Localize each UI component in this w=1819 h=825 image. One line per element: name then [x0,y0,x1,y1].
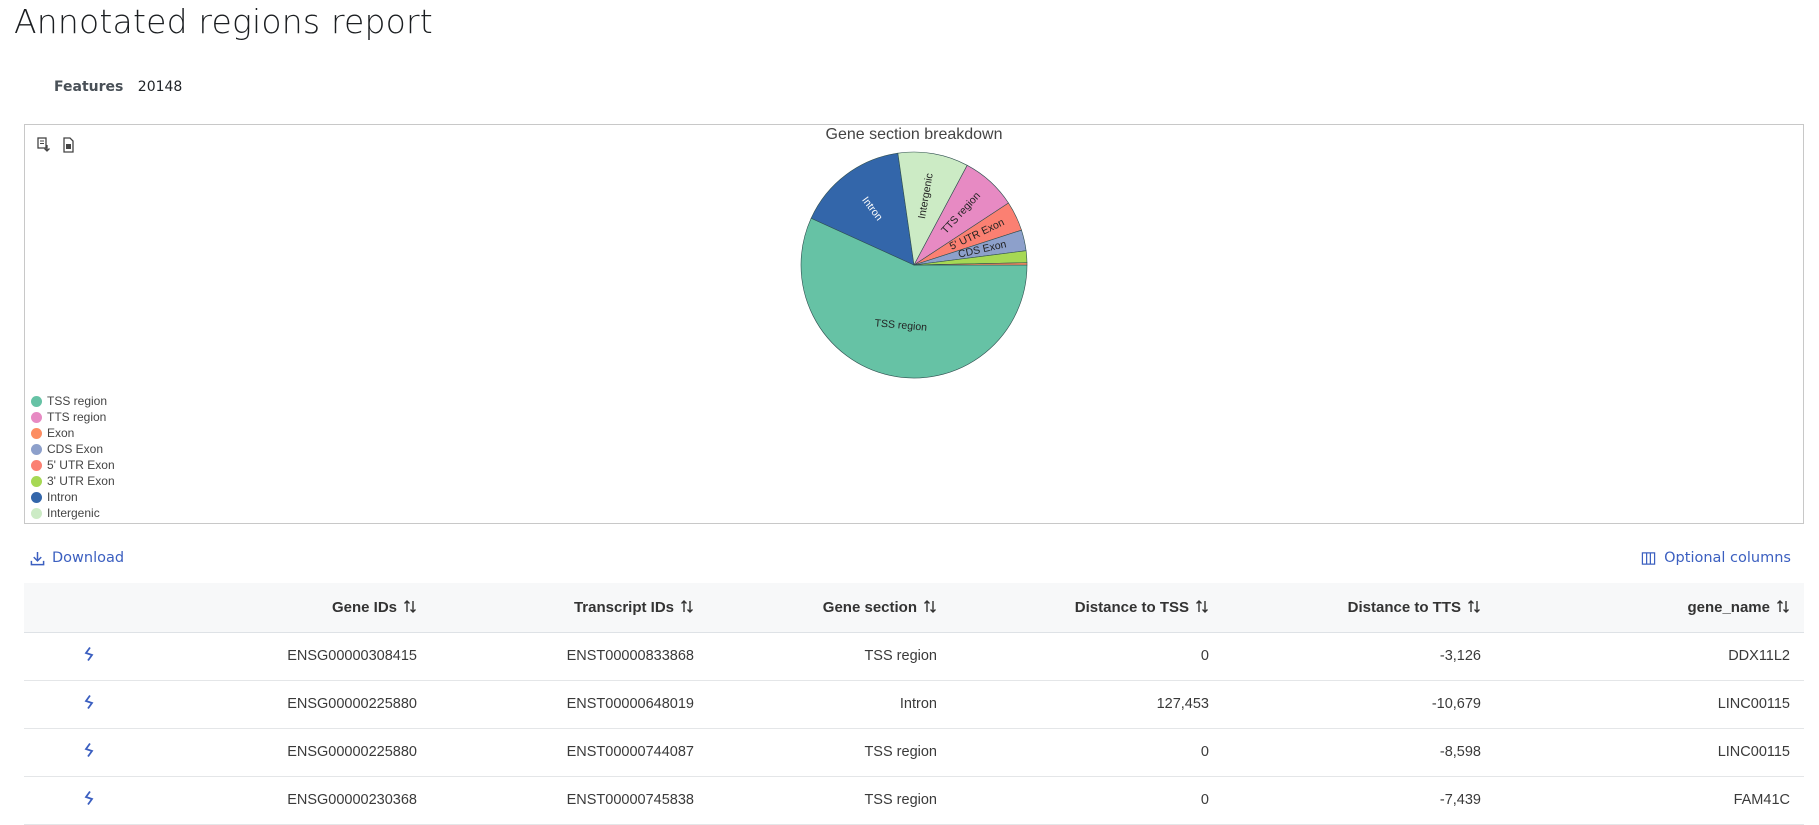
pie-slice-intron[interactable] [810,152,915,266]
download-data-icon[interactable] [37,137,51,153]
legend-item[interactable]: Intron [31,489,115,505]
legend-label: CDS Exon [47,442,104,456]
cell-gene-id: ENSG00000230368 [287,792,417,808]
table-row[interactable]: ENSG00000225880 ENST00000648019 Intron 1… [24,680,1804,728]
legend-label: Intergenic [47,506,100,520]
legend-label: 5' UTR Exon [47,458,115,472]
table-header-row: Gene IDs Transcript IDs Gene section Dis… [24,583,1804,632]
genome-browser-icon[interactable] [81,694,97,710]
legend-item[interactable]: 3' UTR Exon [31,473,115,489]
cell-distance-tts: -3,126 [1439,648,1481,664]
row-action-cell [24,776,154,824]
genome-browser-icon[interactable] [81,646,97,662]
cell-gene-id: ENSG00000308415 [287,648,417,664]
row-action-cell [24,728,154,776]
sort-icon[interactable] [1467,599,1481,614]
stats-summary: Features 20148 [54,79,182,95]
pie-slice-tss-region[interactable] [800,217,1028,379]
legend-label: Exon [47,426,75,440]
legend-item[interactable]: CDS Exon [31,441,115,457]
features-label: Features [54,79,124,95]
legend-item[interactable]: Intergenic [31,505,115,521]
export-image-icon[interactable] [61,137,75,153]
gene-section-chart: Gene section breakdown TSS region Intron I… [24,124,1804,524]
legend-item[interactable]: 5' UTR Exon [31,457,115,473]
sort-icon[interactable] [923,599,937,614]
table-row[interactable]: ENSG00000225880 ENST00000744087 TSS regi… [24,728,1804,776]
legend-item[interactable]: TSS region [31,393,115,409]
sort-icon[interactable] [403,599,417,614]
optional-columns-button[interactable]: Optional columns [1641,550,1791,566]
legend-swatch [31,491,42,503]
page-title: Annotated regions report [14,2,433,41]
sort-icon[interactable] [1195,599,1209,614]
slice-label-tss-region: TSS region [874,317,928,334]
cell-gene-name: FAM41C [1733,792,1790,808]
cell-distance-tss: 127,453 [1156,696,1209,712]
sort-icon[interactable] [1776,599,1790,614]
cell-gene-id: ENSG00000225880 [287,696,417,712]
cell-gene-id: ENSG00000225880 [287,744,417,760]
legend-swatch [31,475,42,487]
cell-distance-tts: -10,679 [1431,696,1481,712]
cell-transcript-id: ENST00000745838 [566,792,694,808]
download-icon [30,551,45,565]
column-header-actions [24,583,154,632]
row-action-cell [24,632,154,680]
column-header-gene-ids[interactable]: Gene IDs [154,583,431,632]
table-row[interactable]: ENSG00000308415 ENST00000833868 TSS regi… [24,632,1804,680]
pie-slice-exon[interactable] [913,262,1028,266]
chart-title: Gene section breakdown [826,126,1003,143]
legend-swatch [31,411,42,423]
cell-distance-tss: 0 [1200,648,1209,664]
legend-label: TTS region [47,410,107,424]
cell-gene-section: TSS region [864,744,937,760]
column-header-distance-tts[interactable]: Distance to TTS [1223,583,1495,632]
cell-gene-name: LINC00115 [1717,744,1790,760]
regions-table: Gene IDs Transcript IDs Gene section Dis… [24,583,1804,825]
columns-icon [1641,551,1656,565]
legend-swatch [31,507,42,519]
cell-distance-tts: -8,598 [1439,744,1481,760]
pie-slice-intergenic[interactable] [897,151,968,266]
features-value: 20148 [137,79,183,95]
legend-swatch [31,459,42,471]
legend-item[interactable]: Exon [31,425,115,441]
column-header-gene-section[interactable]: Gene section [708,583,951,632]
column-header-distance-tss[interactable]: Distance to TSS [951,583,1223,632]
genome-browser-icon[interactable] [81,742,97,758]
cell-gene-section: TSS region [864,648,937,664]
download-button[interactable]: Download [30,550,124,566]
cell-distance-tss: 0 [1200,792,1209,808]
cell-distance-tts: -7,439 [1439,792,1481,808]
chart-legend: TSS region TTS region Exon CDS Exon 5' UTR E… [31,393,115,521]
column-header-transcript-ids[interactable]: Transcript IDs [431,583,708,632]
optional-columns-label: Optional columns [1664,550,1791,566]
cell-transcript-id: ENST00000833868 [566,648,694,664]
legend-label: Intron [47,490,78,504]
cell-gene-section: TSS region [864,792,937,808]
legend-swatch [31,395,42,407]
legend-swatch [31,443,42,455]
cell-gene-name: DDX11L2 [1728,648,1790,664]
row-action-cell [24,680,154,728]
genome-browser-icon[interactable] [81,790,97,806]
cell-gene-name: LINC00115 [1717,696,1790,712]
legend-label: TSS region [47,394,108,408]
legend-label: 3' UTR Exon [47,474,115,488]
column-header-gene-name[interactable]: gene_name [1495,583,1804,632]
cell-transcript-id: ENST00000648019 [566,696,694,712]
chart-toolbar [37,137,75,153]
download-label: Download [52,550,125,566]
legend-swatch [31,427,42,439]
sort-icon[interactable] [680,599,694,614]
cell-transcript-id: ENST00000744087 [566,744,694,760]
legend-item[interactable]: TTS region [31,409,115,425]
cell-gene-section: Intron [899,696,937,712]
cell-distance-tss: 0 [1200,744,1209,760]
